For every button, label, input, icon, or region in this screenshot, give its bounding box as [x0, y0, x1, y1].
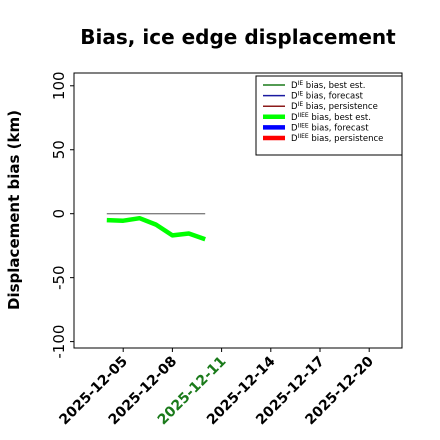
legend-label-2: DIE bias, persistence: [291, 101, 378, 113]
legend-label-0: DIE bias, best est.: [291, 80, 365, 92]
legend-box: [255, 75, 403, 156]
legend-label-4: DIIEE bias, forecast: [291, 122, 369, 134]
legend-label-1: DIE bias, forecast: [291, 90, 364, 102]
legend-label-3: DIIEE bias, best est.: [291, 111, 371, 123]
y-tick-label: -50: [50, 265, 68, 290]
legend-label-5: DIIEE bias, persistence: [291, 133, 383, 145]
legend-items: DIE bias, best est.DIE bias, forecastDIE…: [263, 80, 383, 145]
y-tick-label: 50: [50, 140, 68, 159]
y-axis-label: Displacement bias (km): [5, 110, 23, 310]
series-lines: [106, 215, 206, 242]
y-axis-ticks: -100 -50 0 50 100: [50, 71, 74, 359]
series-line-3: [106, 215, 206, 242]
y-tick-label: -100: [50, 325, 68, 359]
chart-title: Bias, ice edge displacement: [80, 25, 396, 49]
x-axis-ticks: 2025-12-052025-12-082025-12-112025-12-14…: [56, 348, 377, 428]
y-tick-label: 100: [50, 71, 68, 100]
legend: DIE bias, best est.DIE bias, forecastDIE…: [255, 75, 403, 156]
y-tick-label: 0: [50, 209, 68, 219]
